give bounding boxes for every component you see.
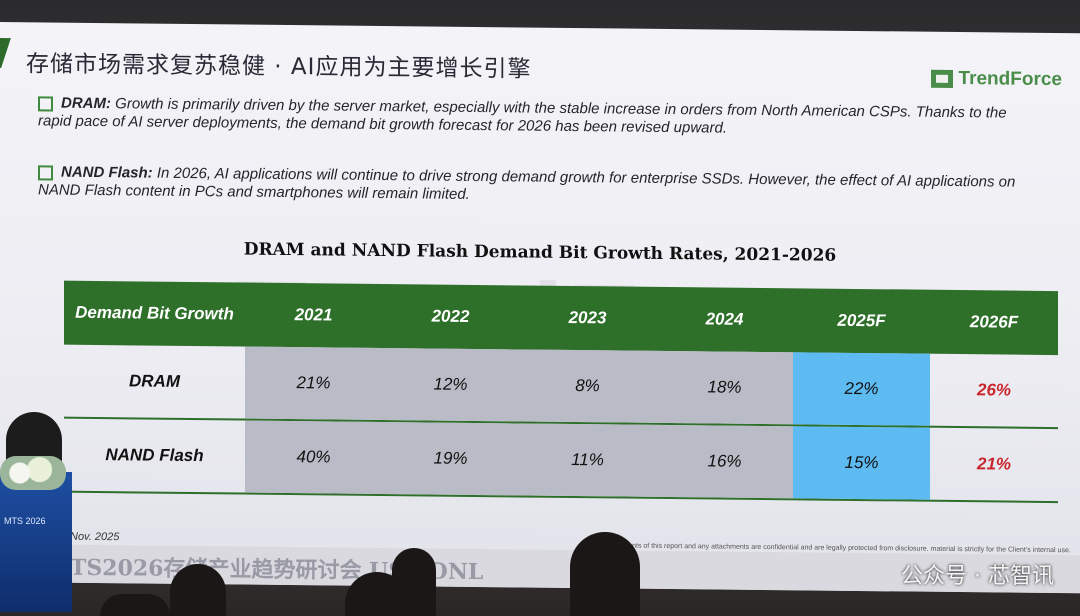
bullet-label: DRAM: bbox=[61, 94, 111, 113]
presentation-slide: 存储市场需求复苏稳健 · AI应用为主要增长引擎 TrendForce DRAM… bbox=[0, 22, 1080, 594]
checkbox-bullet-icon bbox=[38, 95, 53, 112]
podium-text: MTS 2026 bbox=[4, 516, 46, 526]
growth-table: Demand Bit Growth 2021 2022 2023 2024 20… bbox=[64, 280, 1058, 504]
audience-head bbox=[570, 532, 640, 616]
table-cell: 18% bbox=[656, 350, 793, 425]
audience-head bbox=[392, 548, 436, 616]
header-cell: 2024 bbox=[705, 309, 744, 329]
table-cell: 11% bbox=[519, 423, 656, 497]
table-cell: 22% bbox=[793, 352, 930, 426]
bullet-label: NAND Flash: bbox=[61, 163, 153, 182]
bullet-text: In 2026, AI applications will continue t… bbox=[38, 164, 1016, 203]
table-cell: 15% bbox=[793, 426, 930, 500]
header-cell: Demand Bit Growth bbox=[75, 302, 234, 324]
header-cell: 2025F bbox=[837, 310, 886, 331]
row-label: DRAM bbox=[129, 371, 180, 391]
slide-title: 存储市场需求复苏稳健 · AI应用为主要增长引擎 bbox=[26, 51, 532, 83]
wechat-watermark: 公众号 · 芯智讯 bbox=[901, 564, 1054, 589]
table-row: NAND Flash 40% 19% 11% 16% 15% 21% bbox=[64, 419, 1058, 501]
bullet-nand: NAND Flash: In 2026, AI applications wil… bbox=[38, 163, 1038, 209]
table-cell: 26% bbox=[976, 380, 1012, 400]
header-cell: 2026F bbox=[969, 312, 1019, 332]
table-cell: 8% bbox=[519, 349, 656, 423]
table-header: Demand Bit Growth 2021 2022 2023 2024 20… bbox=[64, 280, 1058, 356]
row-label: NAND Flash bbox=[105, 445, 204, 466]
header-cell: 2022 bbox=[431, 306, 470, 326]
table-cell: 16% bbox=[656, 424, 793, 499]
audience-head bbox=[100, 594, 170, 616]
header-cell: 2023 bbox=[568, 307, 607, 328]
bullet-dram: DRAM: Growth is primarily driven by the … bbox=[38, 94, 1038, 140]
checkbox-bullet-icon bbox=[38, 164, 53, 181]
table-cell: 21% bbox=[976, 454, 1012, 474]
logo-text: TrendForce bbox=[958, 68, 1062, 91]
table-row: DRAM 21% 12% 8% 18% 22% 26% bbox=[64, 345, 1058, 427]
table-cell: 40% bbox=[245, 420, 382, 495]
title-accent bbox=[0, 37, 11, 69]
bullet-text: Growth is primarily driven by the server… bbox=[38, 95, 1007, 137]
table-cell: 19% bbox=[382, 422, 519, 496]
table-cell: 21% bbox=[245, 346, 382, 421]
header-cell: 2021 bbox=[294, 305, 333, 325]
flower-arrangement bbox=[0, 456, 66, 490]
audience-head bbox=[170, 564, 226, 616]
trendforce-logo-icon bbox=[930, 69, 953, 88]
audience bbox=[0, 532, 1080, 616]
podium bbox=[0, 472, 72, 612]
trendforce-logo: TrendForce bbox=[930, 68, 1062, 91]
table-cell: 12% bbox=[382, 348, 519, 422]
